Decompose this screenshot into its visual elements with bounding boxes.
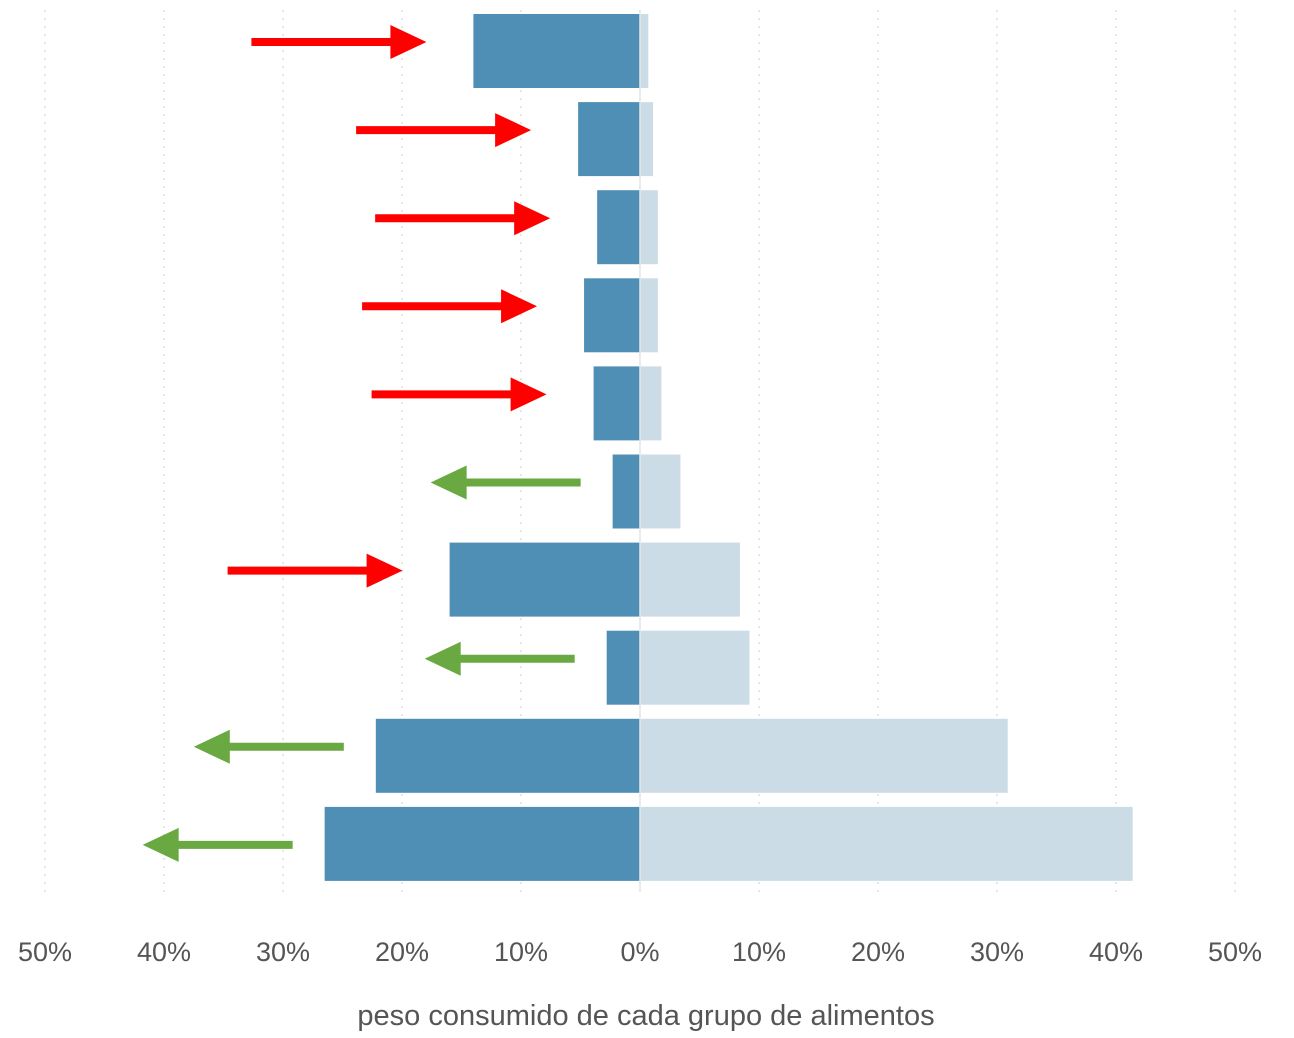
bars: [324, 10, 1133, 892]
x-axis-title: peso consumido de cada grupo de alimento…: [357, 1000, 934, 1032]
x-tick-label: 10%: [494, 937, 548, 967]
arrow-left: [142, 827, 293, 862]
arrow-right: [375, 201, 551, 236]
bar-right: [640, 190, 658, 265]
bar-left: [449, 542, 640, 617]
bar-left: [584, 278, 640, 353]
arrow-right: [251, 25, 427, 59]
x-tick-label: 10%: [732, 937, 786, 967]
bar-left: [578, 102, 640, 177]
bar-right: [640, 454, 681, 529]
annotation-arrows: [142, 25, 581, 862]
x-tick-label: 50%: [1208, 937, 1262, 967]
x-tick-label: 40%: [1089, 937, 1143, 967]
bar-right: [640, 542, 740, 617]
arrow-left: [430, 465, 581, 500]
bar-left: [593, 366, 640, 441]
x-tick-label: 20%: [375, 937, 429, 967]
bar-right: [640, 718, 1008, 793]
arrow-right: [371, 377, 547, 412]
bar-left: [597, 190, 640, 265]
x-tick-label: 30%: [970, 937, 1024, 967]
x-tick-label: 30%: [256, 937, 310, 967]
bar-right: [640, 102, 654, 177]
bar-left: [612, 454, 640, 529]
x-tick-label: 20%: [851, 937, 905, 967]
x-tick-label: 0%: [620, 937, 659, 967]
arrow-left: [193, 729, 344, 764]
bar-left: [375, 718, 640, 793]
arrow-right: [227, 553, 403, 588]
arrow-left: [424, 641, 575, 676]
arrow-right: [356, 113, 532, 148]
x-tick-label: 40%: [137, 937, 191, 967]
arrow-right: [362, 289, 538, 324]
bar-right: [640, 14, 649, 88]
bar-right: [640, 278, 658, 353]
x-tick-label: 50%: [18, 937, 72, 967]
bar-right: [640, 366, 662, 441]
bar-right: [640, 630, 750, 705]
bar-left: [473, 14, 640, 88]
bar-left: [324, 806, 640, 881]
bar-left: [606, 630, 640, 705]
bar-right: [640, 806, 1133, 881]
x-tick-labels: 50% 40% 30% 20% 10% 0% 10% 20% 30% 40% 50%: [18, 937, 1262, 967]
